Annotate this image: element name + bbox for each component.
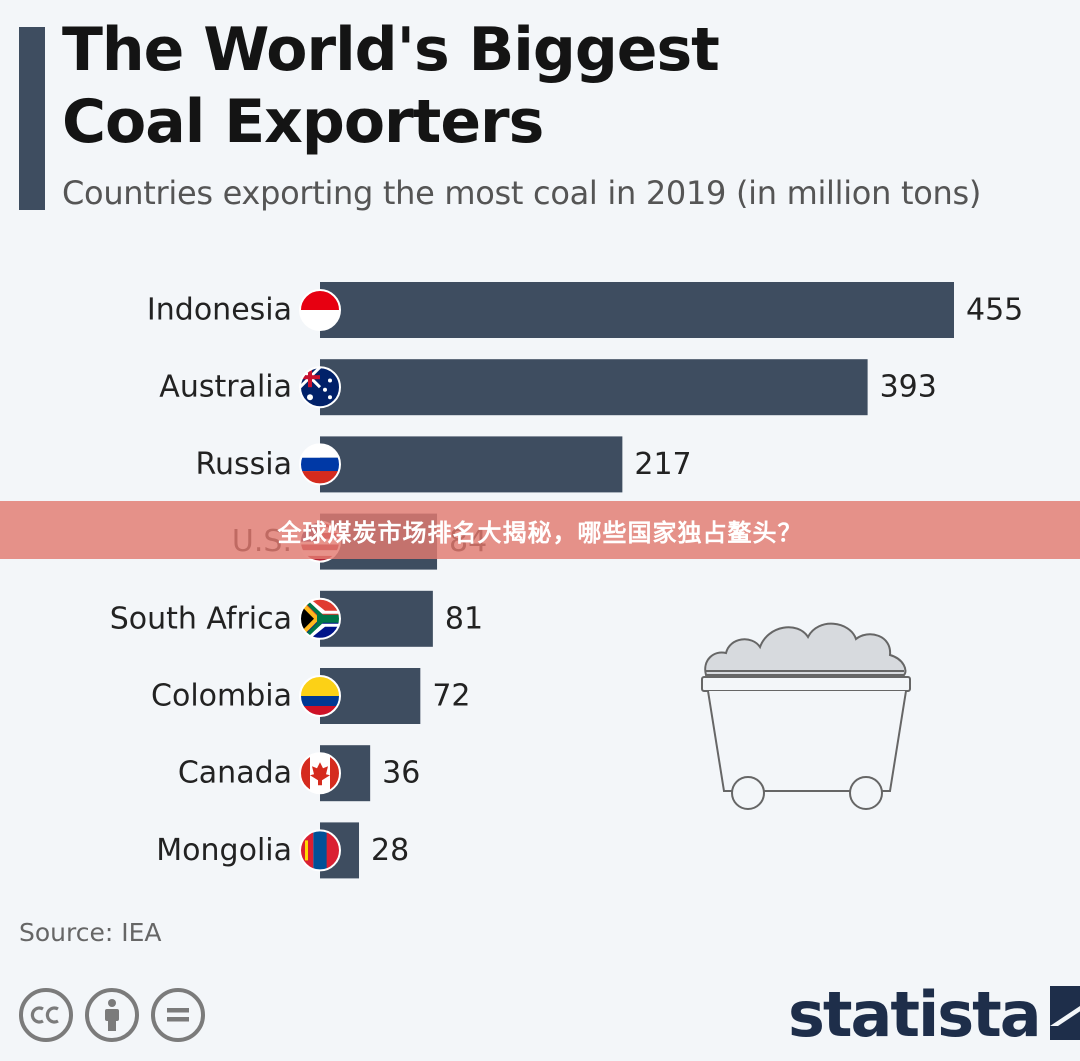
no-derivatives-icon[interactable] xyxy=(151,988,205,1042)
title-line-2: Coal Exporters xyxy=(62,87,544,157)
license-icons xyxy=(19,988,205,1042)
canada-flag-icon xyxy=(300,753,340,794)
bar-row: South Africa 81 xyxy=(110,590,483,647)
title-line-1: The World's Biggest xyxy=(62,15,720,85)
category-label: Canada xyxy=(178,756,292,791)
overlay-banner: 全球煤炭市场排名大揭秘，哪些国家独占鳌头？ xyxy=(0,501,1080,559)
colombia-flag-icon xyxy=(300,676,340,716)
value-label: 28 xyxy=(371,833,409,868)
category-label: South Africa xyxy=(110,601,292,636)
bar-row: Russia 217 xyxy=(196,436,692,493)
value-label: 81 xyxy=(445,601,483,636)
page-title: The World's Biggest Coal Exporters xyxy=(62,14,720,158)
value-label: 72 xyxy=(432,679,470,714)
bar-row: Mongolia 28 xyxy=(156,822,409,879)
bar-row: Indonesia 455 xyxy=(147,282,1023,338)
category-label: Australia xyxy=(159,370,292,405)
statista-logo-icon xyxy=(1049,986,1080,1044)
source-note: Source: IEA xyxy=(19,918,162,947)
chart-subtitle: Countries exporting the most coal in 201… xyxy=(62,174,982,212)
category-label: Indonesia xyxy=(147,293,292,328)
bar[interactable] xyxy=(320,436,623,493)
coal-cart-illustration xyxy=(694,605,924,819)
attribution-icon[interactable] xyxy=(85,988,139,1042)
bar-row: Colombia 72 xyxy=(151,668,471,724)
banner-text: 全球煤炭市场排名大揭秘，哪些国家独占鳌头？ xyxy=(277,518,803,547)
bar-row: Canada 36 xyxy=(178,745,420,802)
statista-brand[interactable]: statista xyxy=(788,975,1080,1055)
bar-row: Australia 393 xyxy=(159,359,937,416)
value-label: 455 xyxy=(966,293,1023,328)
title-accent-bar xyxy=(19,27,45,210)
value-label: 36 xyxy=(382,756,420,791)
bar-chart: Indonesia455Australia393Russia217U.S.84S… xyxy=(110,282,1023,879)
bar[interactable] xyxy=(320,282,954,338)
value-label: 393 xyxy=(880,370,937,405)
category-label: Mongolia xyxy=(156,833,292,868)
brand-name: statista xyxy=(788,978,1042,1051)
cc-icon[interactable] xyxy=(19,988,73,1042)
value-label: 217 xyxy=(634,447,691,482)
category-label: Colombia xyxy=(151,679,292,714)
south-africa-flag-icon xyxy=(300,598,340,639)
bar[interactable] xyxy=(320,359,868,416)
category-label: Russia xyxy=(196,447,293,482)
indonesia-flag-icon xyxy=(300,290,340,330)
